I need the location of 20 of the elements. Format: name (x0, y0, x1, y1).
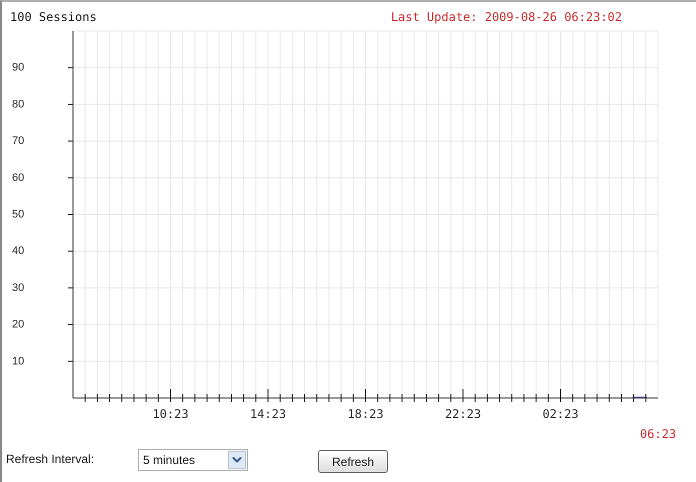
dropdown-field: 5 minutes (138, 449, 248, 471)
x-tick-label: 22:23 (444, 407, 482, 421)
y-tick-label: 70 (12, 135, 24, 148)
y-tick-label: 30 (12, 282, 24, 294)
y-tick-label: 60 (12, 172, 24, 184)
y-tick-label: 90 (12, 62, 24, 74)
x-tick-label: 10:23 (152, 407, 189, 421)
text: 06:23 (640, 427, 676, 441)
x-tick-label: 14:23 (250, 407, 286, 421)
x-tick-label: 18:23 (347, 407, 384, 421)
text: Last Update: 2009-08-26 06:23:02 (390, 10, 622, 24)
y-axis-title: 100 Sessions (10, 10, 97, 24)
y-tick-label: 10 (12, 355, 24, 368)
y-tick-label: 80 (12, 98, 24, 110)
x-tick-label: 02:23 (542, 407, 579, 421)
button: Refresh (318, 450, 388, 473)
y-tick-label: 20 (12, 318, 24, 331)
y-tick-label: 50 (12, 208, 24, 220)
text: Refresh Interval: (6, 452, 94, 466)
y-tick-label: 40 (12, 245, 24, 258)
